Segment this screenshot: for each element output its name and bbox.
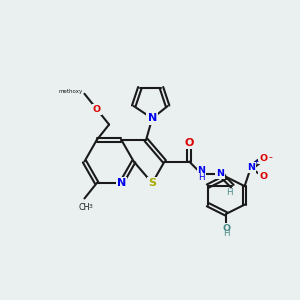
Text: CH: CH bbox=[79, 203, 90, 212]
Text: S: S bbox=[148, 178, 156, 188]
Text: 3: 3 bbox=[88, 204, 92, 209]
Text: H: H bbox=[226, 188, 232, 197]
Text: -: - bbox=[268, 152, 272, 162]
Text: O: O bbox=[184, 138, 194, 148]
Text: O: O bbox=[222, 224, 230, 233]
Text: N: N bbox=[148, 113, 157, 123]
Text: N: N bbox=[117, 178, 126, 188]
Text: O: O bbox=[259, 172, 267, 182]
Text: O: O bbox=[93, 105, 101, 114]
Text: methoxy: methoxy bbox=[59, 89, 83, 94]
Text: O: O bbox=[259, 154, 267, 163]
Text: +: + bbox=[254, 159, 259, 165]
Text: N: N bbox=[197, 166, 206, 175]
Text: H: H bbox=[198, 173, 205, 182]
Text: H: H bbox=[223, 229, 230, 238]
Text: N: N bbox=[247, 163, 255, 172]
Text: N: N bbox=[216, 169, 224, 178]
